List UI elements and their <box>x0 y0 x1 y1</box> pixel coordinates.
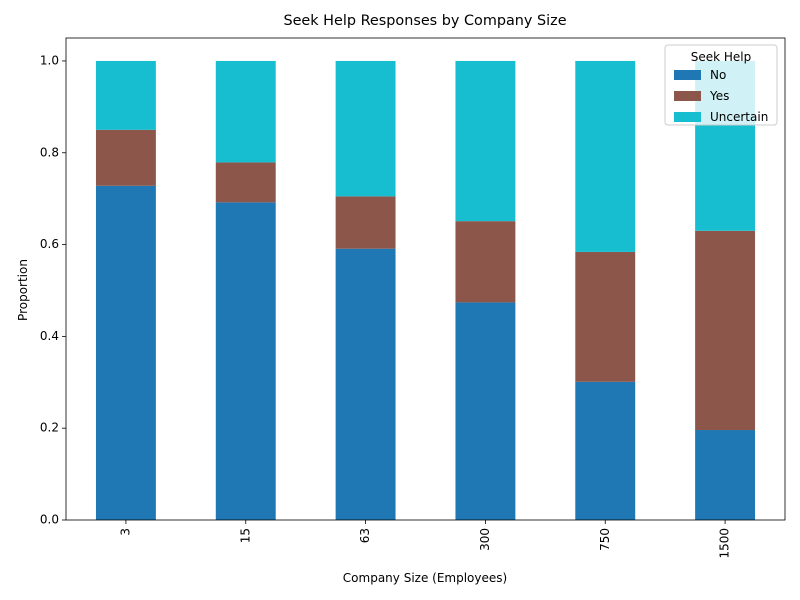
x-tick-label: 300 <box>478 528 492 551</box>
x-axis-label: Company Size (Employees) <box>343 571 507 585</box>
legend-swatch-no <box>674 70 701 80</box>
bar-uncertain-750 <box>575 60 636 252</box>
legend-box <box>664 44 778 126</box>
chart-title: Seek Help Responses by Company Size <box>283 13 566 29</box>
y-tick-label: 1.0 <box>40 53 59 67</box>
bar-yes-300 <box>455 221 516 303</box>
bar-uncertain-300 <box>455 60 516 222</box>
legend-label-no: No <box>710 68 726 82</box>
bar-uncertain-15 <box>215 60 276 163</box>
x-tick-label: 15 <box>238 528 252 543</box>
bar-no-1500 <box>695 430 756 520</box>
bar-yes-15 <box>215 162 276 203</box>
bar-yes-1500 <box>695 230 756 431</box>
y-tick-label: 0.6 <box>40 237 59 251</box>
y-tick-label: 0.4 <box>40 329 59 343</box>
bar-yes-750 <box>575 251 636 382</box>
axes-frame <box>65 37 786 521</box>
x-tick-label: 1500 <box>718 528 732 559</box>
legend-swatch-yes <box>674 91 701 101</box>
legend-label-uncertain: Uncertain <box>710 110 768 124</box>
legend-swatch-uncertain <box>674 112 701 122</box>
x-tick-label: 63 <box>358 528 372 543</box>
bar-no-300 <box>455 302 516 520</box>
bar-no-750 <box>575 381 636 520</box>
legend-title: Seek Help <box>691 50 752 64</box>
bar-no-63 <box>335 248 396 520</box>
x-tick-label: 3 <box>118 528 132 536</box>
legend-label-yes: Yes <box>709 89 729 103</box>
y-tick-label: 0.0 <box>40 513 59 527</box>
bar-uncertain-63 <box>335 60 396 197</box>
y-tick-label: 0.2 <box>40 421 59 435</box>
y-axis-label: Proportion <box>16 259 30 321</box>
x-axis-ticks: 3 15 63 300 750 1500 <box>118 520 732 559</box>
bar-yes-3 <box>95 129 156 186</box>
bar-no-3 <box>95 185 156 520</box>
bar-yes-63 <box>335 196 396 249</box>
x-tick-label: 750 <box>598 528 612 551</box>
y-tick-label: 0.8 <box>40 145 59 159</box>
y-axis-ticks: 0.0 0.2 0.4 0.6 0.8 1.0 <box>40 53 66 527</box>
bar-no-15 <box>215 202 276 520</box>
legend: Seek Help No Yes Uncertain <box>664 44 778 126</box>
bar-uncertain-3 <box>95 60 156 130</box>
plot-area <box>65 37 786 521</box>
